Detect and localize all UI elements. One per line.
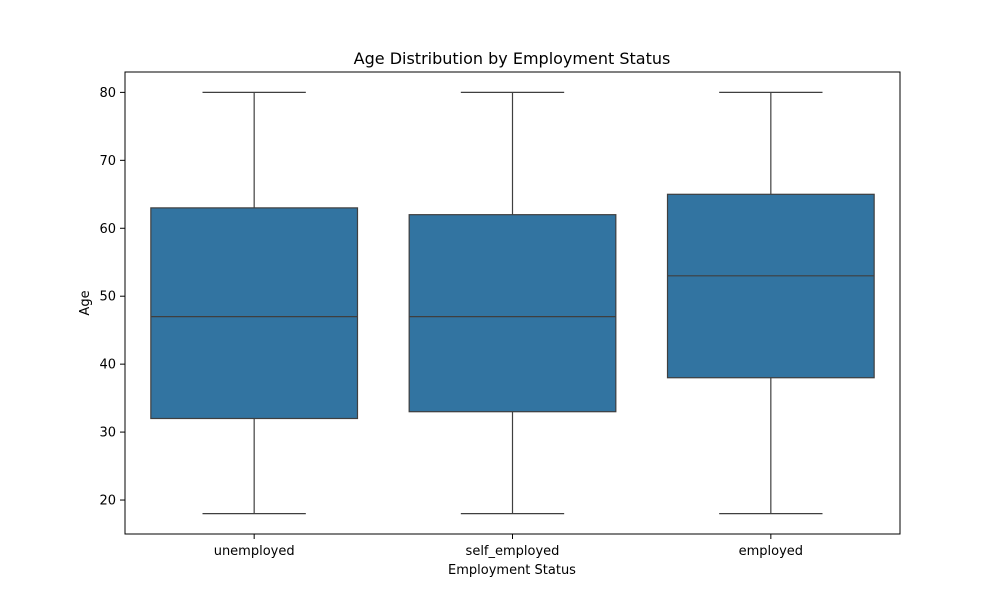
y-axis-label: Age — [78, 290, 93, 315]
y-tick-label: 20 — [99, 494, 116, 509]
y-tick-label: 80 — [99, 86, 116, 101]
x-tick-label: self_employed — [466, 544, 560, 559]
box-employed — [666, 193, 875, 379]
chart-title: Age Distribution by Employment Status — [354, 49, 671, 68]
x-tick-label: unemployed — [214, 544, 295, 559]
box-self_employed — [408, 214, 617, 413]
y-tick-label: 70 — [99, 154, 116, 169]
x-tick-label: employed — [739, 544, 803, 559]
box-unemployed — [150, 207, 359, 420]
y-tick-label: 40 — [99, 358, 116, 373]
x-axis-label: Employment Status — [448, 563, 576, 578]
plot-area: 20 30 40 50 60 70 80 unemployed self_employed emp… — [99, 71, 901, 559]
y-tick-label: 50 — [99, 290, 116, 305]
y-tick-label: 60 — [99, 222, 116, 237]
plot-frame — [124, 71, 901, 535]
y-tick-label: 30 — [99, 426, 116, 441]
